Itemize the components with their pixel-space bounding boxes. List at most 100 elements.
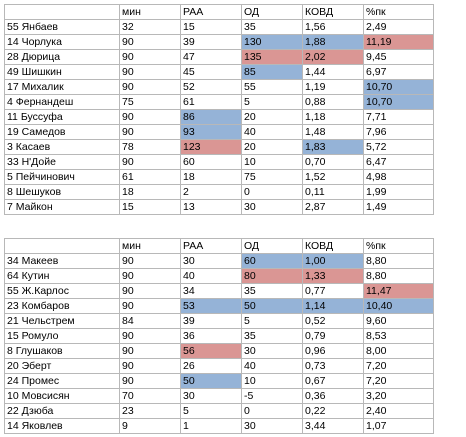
table-row: 15 Ромуло 90 36 35 0,79 8,53 — [4, 328, 434, 344]
cell-od: 80 — [241, 268, 303, 284]
cell-od: 35 — [241, 328, 303, 344]
cell-od: 10 — [241, 154, 303, 170]
cell-minutes: 90 — [119, 34, 181, 50]
cell-raa: 30 — [180, 388, 242, 404]
cell-minutes: 90 — [119, 79, 181, 95]
column-header-pk: %пк — [363, 4, 434, 20]
cell-minutes: 70 — [119, 388, 181, 404]
cell-minutes: 61 — [119, 169, 181, 185]
cell-minutes: 75 — [119, 94, 181, 110]
cell-minutes: 78 — [119, 139, 181, 155]
cell-player: 34 Макеев — [4, 253, 120, 269]
cell-od: 10 — [241, 373, 303, 389]
table-row: 28 Дюрица 90 47 135 2,02 9,45 — [4, 49, 434, 65]
cell-minutes: 90 — [119, 268, 181, 284]
table-row: 24 Промес 90 50 10 0,67 7,20 — [4, 373, 434, 389]
table-row: 4 Фернандеш 75 61 5 0,88 10,70 — [4, 94, 434, 110]
cell-kovd: 0,67 — [302, 373, 364, 389]
cell-raa: 13 — [180, 199, 242, 215]
cell-player: 8 Глушаков — [4, 343, 120, 359]
cell-pk: 1,07 — [363, 418, 434, 434]
cell-raa: 60 — [180, 154, 242, 170]
cell-kovd: 1,52 — [302, 169, 364, 185]
cell-pk: 5,72 — [363, 139, 434, 155]
cell-raa: 50 — [180, 373, 242, 389]
cell-raa: 61 — [180, 94, 242, 110]
cell-pk: 9,45 — [363, 49, 434, 65]
cell-player: 3 Касаев — [4, 139, 120, 155]
table-row: 5 Пейчинович 61 18 75 1,52 4,98 — [4, 169, 434, 185]
cell-player: 64 Кутин — [4, 268, 120, 284]
cell-player: 24 Промес — [4, 373, 120, 389]
cell-od: 20 — [241, 139, 303, 155]
cell-kovd: 0,52 — [302, 313, 364, 329]
cell-player: 28 Дюрица — [4, 49, 120, 65]
cell-raa: 30 — [180, 253, 242, 269]
cell-player: 5 Пейчинович — [4, 169, 120, 185]
cell-raa: 15 — [180, 19, 242, 35]
cell-od: 40 — [241, 124, 303, 140]
cell-player: 10 Мовсисян — [4, 388, 120, 404]
cell-od: 5 — [241, 313, 303, 329]
cell-kovd: 0,11 — [302, 184, 364, 200]
cell-pk: 1,49 — [363, 199, 434, 215]
table-header-row: мин РАА ОД КОВД %пк — [4, 4, 434, 20]
cell-kovd: 1,19 — [302, 79, 364, 95]
cell-minutes: 15 — [119, 199, 181, 215]
cell-minutes: 90 — [119, 283, 181, 299]
column-header-kovd: КОВД — [302, 238, 364, 254]
cell-kovd: 0,22 — [302, 403, 364, 419]
cell-minutes: 90 — [119, 154, 181, 170]
cell-player: 23 Комбаров — [4, 298, 120, 314]
cell-od: 60 — [241, 253, 303, 269]
cell-minutes: 23 — [119, 403, 181, 419]
cell-pk: 8,80 — [363, 268, 434, 284]
cell-raa: 1 — [180, 418, 242, 434]
cell-pk: 10,70 — [363, 94, 434, 110]
cell-player: 14 Чорлука — [4, 34, 120, 50]
cell-player: 21 Чельстрем — [4, 313, 120, 329]
cell-kovd: 1,44 — [302, 64, 364, 80]
cell-raa: 39 — [180, 313, 242, 329]
cell-kovd: 1,18 — [302, 109, 364, 125]
table-row: 14 Чорлука 90 39 130 1,88 11,19 — [4, 34, 434, 50]
cell-od: 75 — [241, 169, 303, 185]
cell-raa: 53 — [180, 298, 242, 314]
cell-kovd: 1,88 — [302, 34, 364, 50]
cell-od: 5 — [241, 94, 303, 110]
cell-raa: 86 — [180, 109, 242, 125]
cell-kovd: 0,70 — [302, 154, 364, 170]
cell-pk: 9,60 — [363, 313, 434, 329]
cell-minutes: 84 — [119, 313, 181, 329]
cell-raa: 2 — [180, 184, 242, 200]
cell-pk: 4,98 — [363, 169, 434, 185]
column-header-minutes: мин — [119, 238, 181, 254]
cell-raa: 40 — [180, 268, 242, 284]
cell-od: 35 — [241, 283, 303, 299]
cell-od: 50 — [241, 298, 303, 314]
cell-od: 135 — [241, 49, 303, 65]
column-header-minutes: мин — [119, 4, 181, 20]
table-row: 55 Ж.Карлос 90 34 35 0,77 11,47 — [4, 283, 434, 299]
cell-kovd: 1,00 — [302, 253, 364, 269]
cell-raa: 123 — [180, 139, 242, 155]
cell-raa: 93 — [180, 124, 242, 140]
cell-od: 30 — [241, 343, 303, 359]
cell-kovd: 0,36 — [302, 388, 364, 404]
cell-kovd: 0,88 — [302, 94, 364, 110]
cell-player: 20 Эберт — [4, 358, 120, 374]
cell-player: 15 Ромуло — [4, 328, 120, 344]
cell-kovd: 2,02 — [302, 49, 364, 65]
cell-player: 33 Н'Дойе — [4, 154, 120, 170]
cell-raa: 47 — [180, 49, 242, 65]
cell-minutes: 90 — [119, 64, 181, 80]
cell-minutes: 90 — [119, 49, 181, 65]
cell-kovd: 1,48 — [302, 124, 364, 140]
table-row: 17 Михалик 90 52 55 1,19 10,70 — [4, 79, 434, 95]
cell-pk: 7,20 — [363, 373, 434, 389]
cell-raa: 56 — [180, 343, 242, 359]
cell-raa: 52 — [180, 79, 242, 95]
cell-player: 49 Шишкин — [4, 64, 120, 80]
cell-pk: 7,96 — [363, 124, 434, 140]
cell-kovd: 3,44 — [302, 418, 364, 434]
